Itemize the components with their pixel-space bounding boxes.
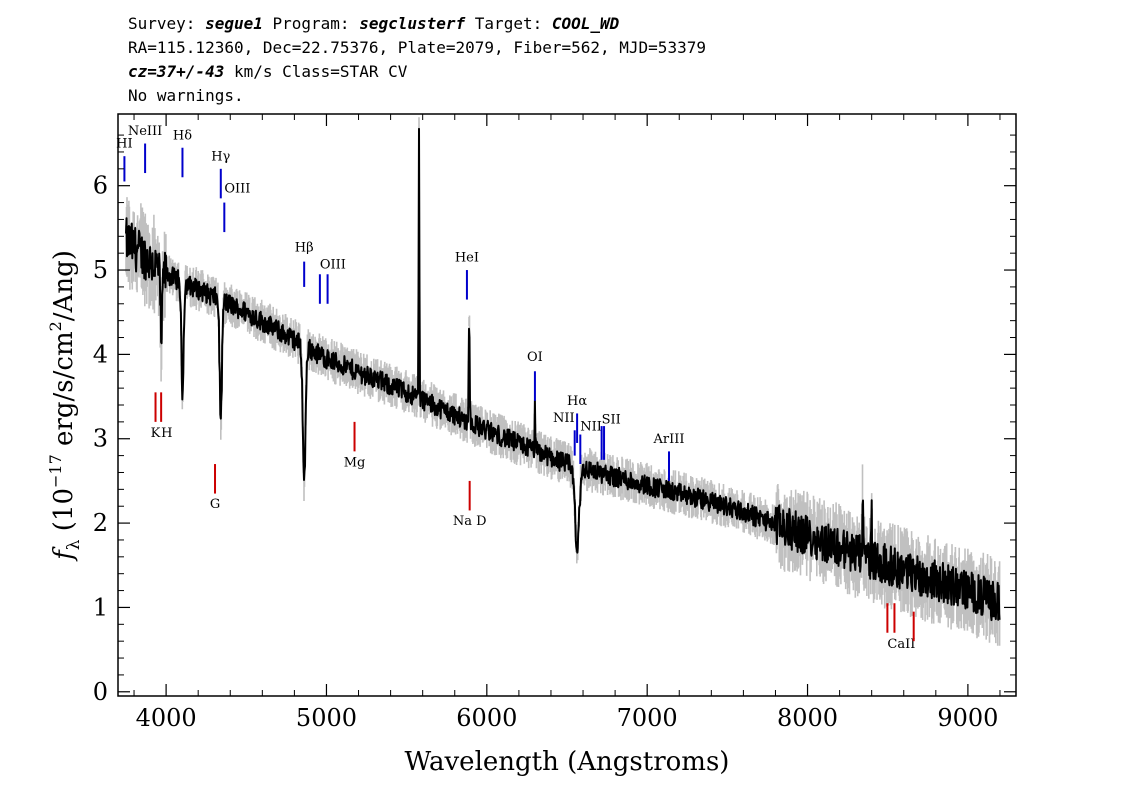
flux-line xyxy=(125,127,1001,622)
x-tick-label: 4000 xyxy=(136,704,197,732)
line-label: Hδ xyxy=(173,128,192,143)
y-tick-label: 2 xyxy=(93,509,108,537)
program-name: segclusterf xyxy=(359,14,466,33)
x-tick-label: 8000 xyxy=(777,704,838,732)
line-label: Mg xyxy=(344,456,366,471)
line-label: G xyxy=(210,497,220,512)
x-tick-label: 9000 xyxy=(937,704,998,732)
line-label: NII xyxy=(580,419,602,434)
line-label: H xyxy=(161,426,172,441)
y-tick-label: 6 xyxy=(93,172,108,200)
survey-name: segue1 xyxy=(205,14,263,33)
header-coordinates-line: RA=115.12360, Dec=22.75376, Plate=2079, … xyxy=(128,38,706,57)
header-redshift-line: cz=37+/-43 km/s Class=STAR CV xyxy=(128,62,408,81)
y-axis-title: fλ (10−17 erg/s/cm2/Ang) xyxy=(46,250,84,562)
y-tick-label: 0 xyxy=(93,678,108,706)
y-tick-label: 3 xyxy=(93,425,108,453)
redshift-value: cz=37+/-43 xyxy=(128,62,225,81)
line-label: Na D xyxy=(453,514,487,529)
x-tick-label: 7000 xyxy=(617,704,678,732)
line-label: ArIII xyxy=(652,432,684,447)
line-label: NII xyxy=(553,411,575,426)
line-label: OIII xyxy=(224,181,250,196)
line-label: HI xyxy=(116,137,132,152)
line-label: SII xyxy=(602,413,621,428)
y-tick-label: 5 xyxy=(93,256,108,284)
line-label: K xyxy=(151,426,161,441)
line-label: OIII xyxy=(320,257,346,272)
header-survey-line: Survey: segue1 Program: segclusterf Targ… xyxy=(128,14,620,33)
spectrum-header: Survey: segue1 Program: segclusterf Targ… xyxy=(128,12,706,108)
header-warnings-line: No warnings. xyxy=(128,86,244,105)
flux-path xyxy=(125,127,1001,622)
axis-ticks: 4000 5000 6000 7000 8000 9000 0 1 2 3 4 5 6 xyxy=(93,114,1016,732)
line-label: NeIII xyxy=(128,124,162,139)
line-label: HeI xyxy=(455,251,479,266)
target-name: COOL_WD xyxy=(551,14,620,33)
line-label: OI xyxy=(527,350,543,365)
line-label: CaII xyxy=(887,637,915,652)
y-tick-label: 1 xyxy=(93,593,108,621)
line-label: Hβ xyxy=(295,240,314,255)
y-tick-label: 4 xyxy=(93,340,108,368)
line-label: Hα xyxy=(567,394,587,409)
line-label: Hγ xyxy=(211,149,230,164)
x-tick-label: 6000 xyxy=(456,704,517,732)
x-axis-title: Wavelength (Angstroms) xyxy=(405,747,730,777)
x-tick-label: 5000 xyxy=(296,704,357,732)
